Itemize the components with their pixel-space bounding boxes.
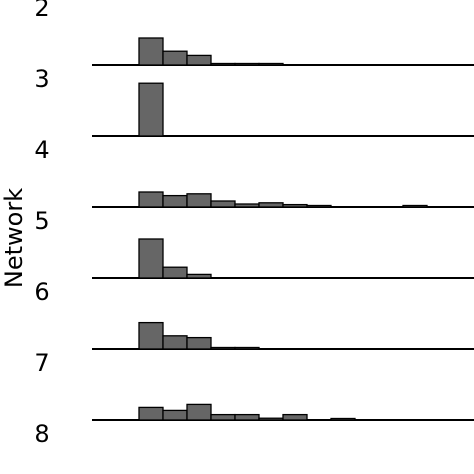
histogram-bar [282, 413, 308, 421]
histogram-bar [234, 346, 260, 350]
y-tick-label: 7 [34, 349, 49, 377]
histogram-bar [210, 200, 236, 208]
histogram-bar [234, 203, 260, 208]
histogram-bar [234, 62, 260, 66]
histogram-bar [234, 413, 260, 421]
histogram-bar [138, 37, 164, 66]
histogram-bar [186, 193, 212, 208]
histogram-bar [306, 204, 332, 208]
y-tick-label: 5 [34, 207, 49, 235]
histogram-bar [138, 406, 164, 421]
histogram-bar [162, 266, 188, 279]
y-tick-label: 6 [34, 278, 49, 306]
histogram-bar [210, 62, 236, 66]
y-tick-label: 3 [34, 65, 49, 93]
histogram-bar [162, 50, 188, 66]
histogram-bar [138, 191, 164, 208]
histogram-bar [258, 417, 284, 421]
histogram-bar [258, 202, 284, 208]
histogram-bar [282, 203, 308, 208]
histogram-bar [162, 194, 188, 208]
histogram-bar [138, 321, 164, 350]
y-tick-label: 8 [34, 420, 49, 448]
histogram-bar [162, 409, 188, 421]
histogram-bar [186, 54, 212, 66]
histogram-bar [402, 204, 428, 208]
histogram-bar [210, 413, 236, 421]
histogram-bar [330, 417, 356, 421]
histogram-bar [138, 82, 164, 137]
y-tick-label: 4 [34, 136, 49, 164]
histogram-bar [138, 238, 164, 279]
y-axis-label: Network [0, 188, 28, 288]
histogram-bar [186, 336, 212, 350]
histogram-bar [186, 273, 212, 279]
y-tick-label: 2 [34, 0, 49, 22]
panels-group: 2 3 4 5 6 7 8 [34, 0, 474, 448]
histogram-bar [210, 346, 236, 350]
histogram-bar [162, 335, 188, 350]
histogram-bar [186, 403, 212, 421]
histogram-bar [258, 62, 284, 66]
